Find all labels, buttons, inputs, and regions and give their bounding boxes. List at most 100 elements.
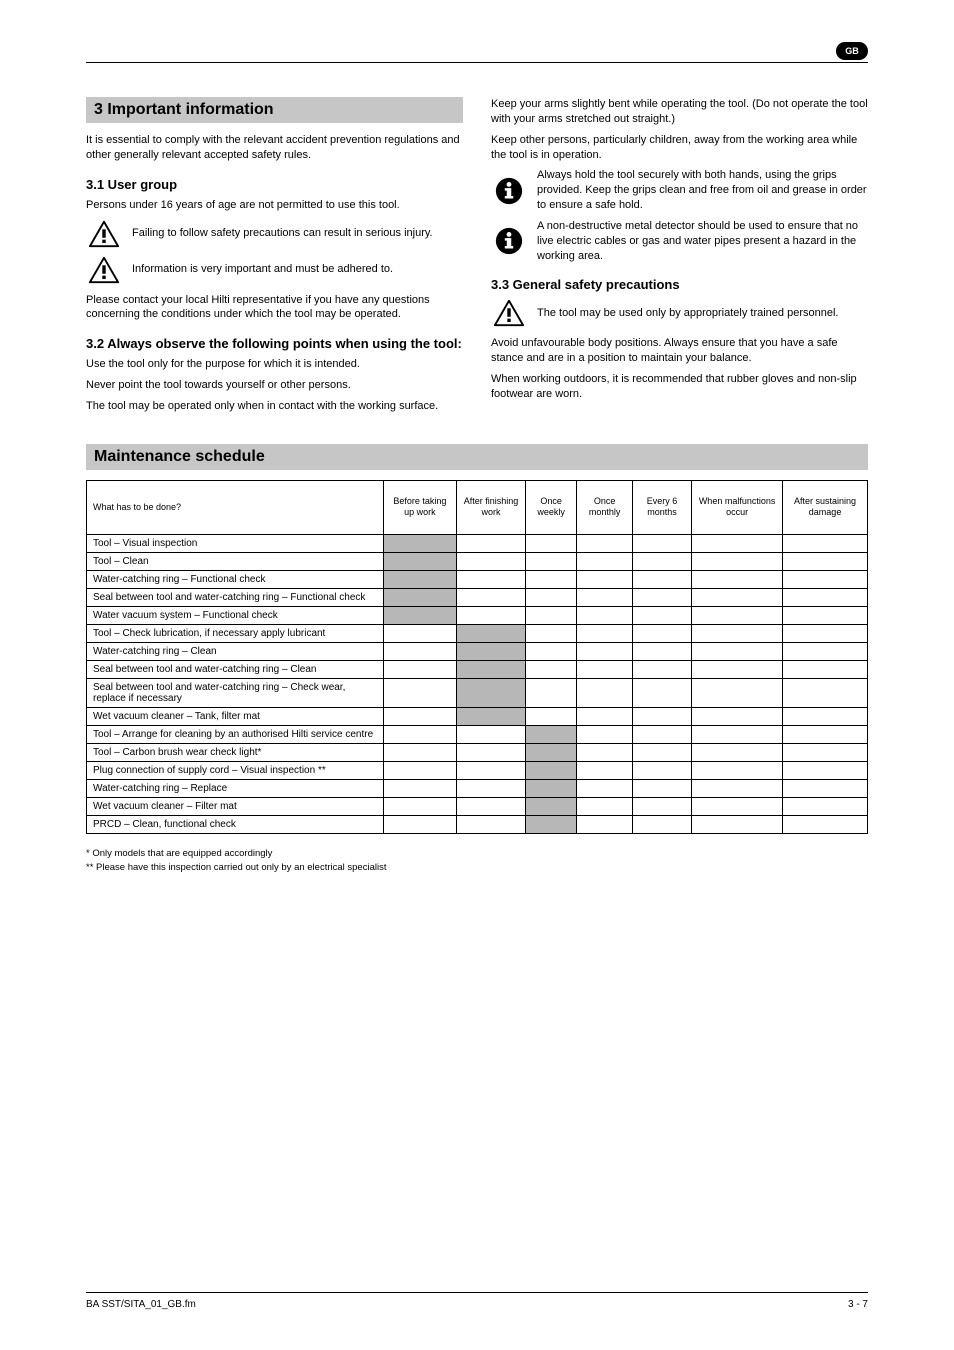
right-p4: When working outdoors, it is recommended…: [491, 372, 868, 402]
table-cell: [783, 624, 868, 642]
table-cell: [632, 678, 691, 707]
warn-text-2: Information is very important and must b…: [132, 262, 463, 277]
table-cell: [692, 761, 783, 779]
warning-icon: [88, 219, 120, 249]
table-cell: [783, 815, 868, 833]
observe-p1: Use the tool only for the purpose for wh…: [86, 357, 463, 372]
table-cell: [383, 761, 456, 779]
row-desc: Tool – Arrange for cleaning by an author…: [87, 725, 384, 743]
table-cell: [692, 725, 783, 743]
table-cell: [457, 743, 526, 761]
left-column: 3 Important information It is essential …: [86, 97, 463, 420]
table-cell: [783, 707, 868, 725]
warn-text-3: The tool may be used only by appropriate…: [537, 306, 868, 321]
footnote-2: ** Please have this inspection carried o…: [86, 862, 868, 874]
table-cell: [383, 743, 456, 761]
warning-icon: [88, 255, 120, 285]
table-cell: [457, 570, 526, 588]
table-cell: [632, 552, 691, 570]
row-desc: Plug connection of supply cord – Visual …: [87, 761, 384, 779]
table-cell: [457, 725, 526, 743]
table-cell: [577, 678, 633, 707]
info-text-2: A non-destructive metal detector should …: [537, 219, 868, 264]
row-desc: Tool – Visual inspection: [87, 534, 384, 552]
table-cell: [783, 642, 868, 660]
section-heading-important: 3 Important information: [86, 97, 463, 123]
table-cell: [383, 725, 456, 743]
right-p2: Keep other persons, particularly childre…: [491, 133, 868, 163]
table-cell: [632, 606, 691, 624]
right-p3: Avoid unfavourable body positions. Alway…: [491, 336, 868, 366]
section-heading-maintenance: Maintenance schedule: [86, 444, 868, 470]
table-cell: [783, 743, 868, 761]
table-cell: [457, 815, 526, 833]
table-cell: [525, 624, 577, 642]
table-cell: [692, 552, 783, 570]
col-header: After finishing work: [461, 484, 521, 531]
table-cell: [383, 707, 456, 725]
table-cell: [783, 660, 868, 678]
table-row: Wet vacuum cleaner – Tank, filter mat: [87, 707, 868, 725]
table-cell: [692, 660, 783, 678]
table-cell: [632, 642, 691, 660]
footer-right: 3 - 7: [848, 1299, 868, 1310]
table-cell: [577, 552, 633, 570]
table-cell: [692, 624, 783, 642]
intro-p: It is essential to comply with the relev…: [86, 133, 463, 163]
subhead-user-group: 3.1 User group: [86, 177, 463, 192]
table-cell: [457, 761, 526, 779]
row-desc: Wet vacuum cleaner – Filter mat: [87, 797, 384, 815]
table-cell: [457, 642, 526, 660]
table-cell: [577, 642, 633, 660]
table-cell: [692, 779, 783, 797]
table-cell: [525, 743, 577, 761]
table-cell: [692, 707, 783, 725]
table-cell: [692, 570, 783, 588]
row-desc: Water vacuum system – Functional check: [87, 606, 384, 624]
table-cell: [632, 743, 691, 761]
row-desc: Seal between tool and water-catching rin…: [87, 660, 384, 678]
warning-icon: [493, 298, 525, 328]
table-cell: [577, 624, 633, 642]
table-cell: [525, 779, 577, 797]
row-desc: Tool – Check lubrication, if necessary a…: [87, 624, 384, 642]
table-cell: [783, 725, 868, 743]
table-cell: [525, 570, 577, 588]
row-desc: Wet vacuum cleaner – Tank, filter mat: [87, 707, 384, 725]
table-cell: [632, 624, 691, 642]
table-cell: [577, 779, 633, 797]
table-cell: [383, 660, 456, 678]
top-rule: [86, 62, 868, 63]
table-row: Water-catching ring – Replace: [87, 779, 868, 797]
col-header: Once weekly: [530, 484, 573, 531]
table-row: Water-catching ring – Functional check: [87, 570, 868, 588]
table-cell: [457, 606, 526, 624]
row-desc: Seal between tool and water-catching rin…: [87, 678, 384, 707]
table-cell: [525, 588, 577, 606]
table-cell: [632, 660, 691, 678]
row-desc: Tool – Clean: [87, 552, 384, 570]
table-cell: [692, 815, 783, 833]
table-row: Tool – Check lubrication, if necessary a…: [87, 624, 868, 642]
observe-p2: Never point the tool towards yourself or…: [86, 378, 463, 393]
col-header: Every 6 months: [637, 484, 687, 531]
right-column: Keep your arms slightly bent while opera…: [491, 97, 868, 420]
table-cell: [383, 797, 456, 815]
table-cell: [525, 660, 577, 678]
table-row: Water vacuum system – Functional check: [87, 606, 868, 624]
info-icon: [493, 176, 525, 206]
table-cell: [632, 570, 691, 588]
table-row: Seal between tool and water-catching rin…: [87, 660, 868, 678]
col-header: Once monthly: [581, 484, 628, 531]
language-badge: GB: [836, 42, 868, 60]
col-header: Before taking up work: [388, 484, 452, 531]
table-cell: [383, 570, 456, 588]
table-cell: [692, 588, 783, 606]
table-cell: [692, 534, 783, 552]
table-cell: [525, 761, 577, 779]
table-row: Water-catching ring – Clean: [87, 642, 868, 660]
row-desc: Water-catching ring – Replace: [87, 779, 384, 797]
table-cell: [692, 797, 783, 815]
table-cell: [577, 534, 633, 552]
table-row: Seal between tool and water-catching rin…: [87, 588, 868, 606]
